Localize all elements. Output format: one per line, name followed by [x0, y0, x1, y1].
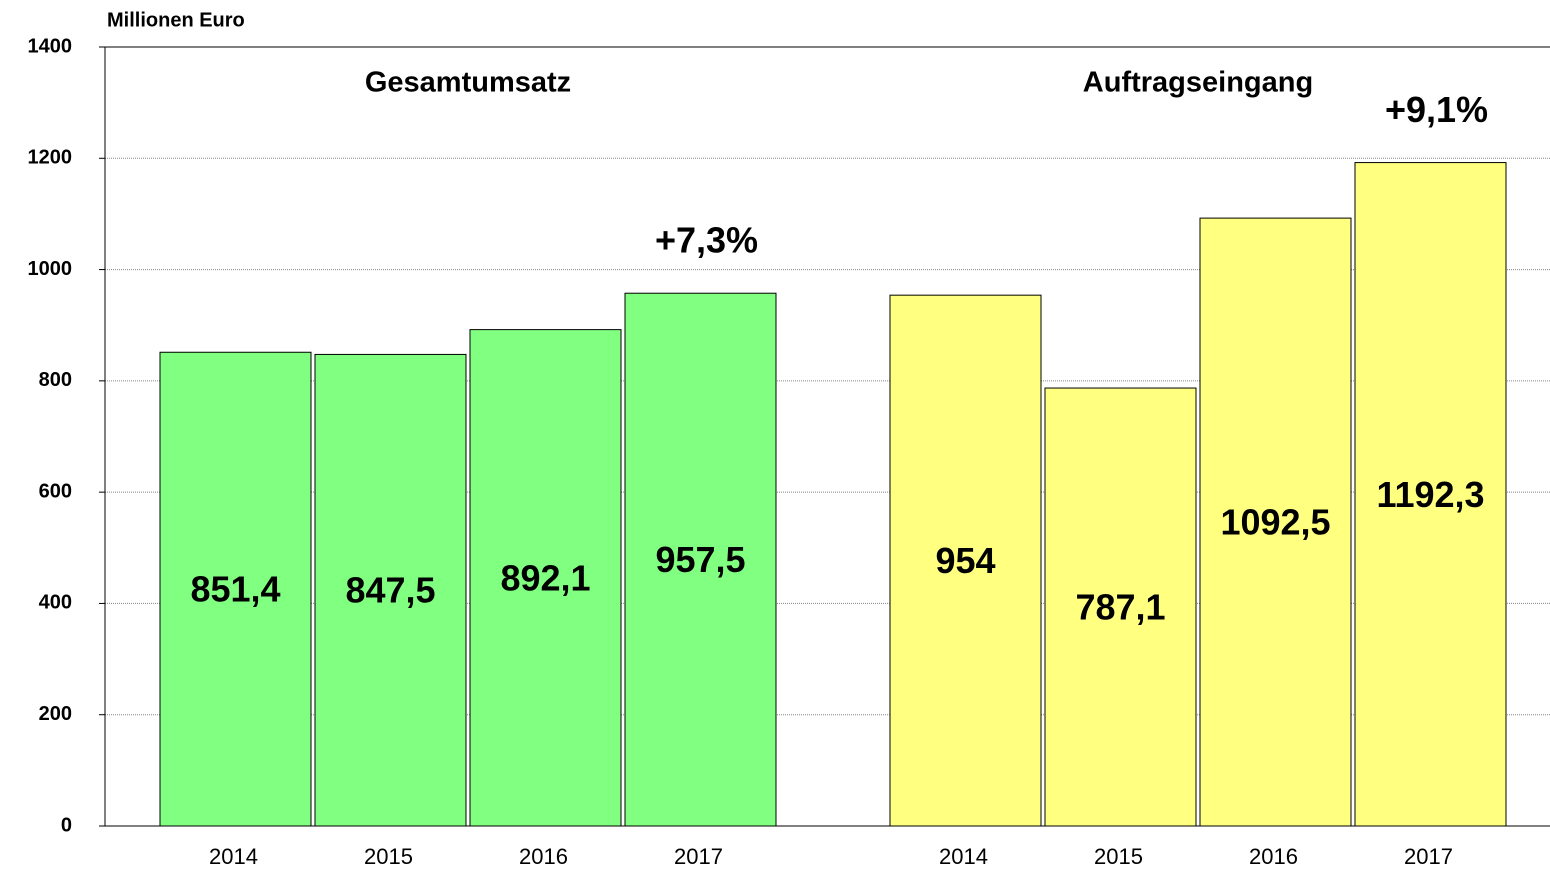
group-title: Gesamtumsatz: [365, 67, 571, 99]
bar: [624, 292, 777, 827]
x-tick-label: 2015: [1094, 844, 1143, 869]
bar: [889, 294, 1042, 827]
y-axis-label: Millionen Euro: [107, 9, 245, 31]
x-tick-label: 2016: [1249, 844, 1298, 869]
group-title: Auftragseingang: [1083, 67, 1313, 99]
y-tick-label: 1200: [28, 147, 73, 169]
bar: [314, 353, 467, 827]
data-label: 957,5: [655, 539, 745, 580]
y-tick-label: 200: [39, 703, 72, 725]
data-label: 851,4: [190, 569, 280, 610]
x-tick-label: 2014: [209, 844, 258, 869]
bar: [1354, 162, 1507, 827]
y-tick-label: 800: [39, 369, 72, 391]
data-label: 787,1: [1075, 587, 1165, 628]
x-tick-label: 2017: [674, 844, 723, 869]
data-label: 954: [935, 540, 995, 581]
x-tick-label: 2017: [1404, 844, 1453, 869]
x-tick-label: 2015: [364, 844, 413, 869]
x-tick-label: 2014: [939, 844, 988, 869]
bar: [469, 329, 622, 827]
bar: [1199, 217, 1352, 827]
annotation: +9,1%: [1385, 89, 1488, 130]
data-label: 892,1: [500, 557, 590, 598]
data-label: 1192,3: [1376, 474, 1484, 515]
x-tick-label: 2016: [519, 844, 568, 869]
bar: [159, 351, 312, 827]
bar: [1044, 387, 1197, 827]
annotation: +7,3%: [655, 220, 758, 261]
data-label: 1092,5: [1220, 502, 1330, 543]
y-tick-label: 1400: [28, 35, 73, 57]
data-label: 847,5: [345, 570, 435, 611]
y-tick-label: 0: [61, 814, 72, 836]
y-tick-label: 1000: [28, 258, 73, 280]
y-tick-label: 400: [39, 592, 72, 614]
y-tick-label: 600: [39, 480, 72, 502]
